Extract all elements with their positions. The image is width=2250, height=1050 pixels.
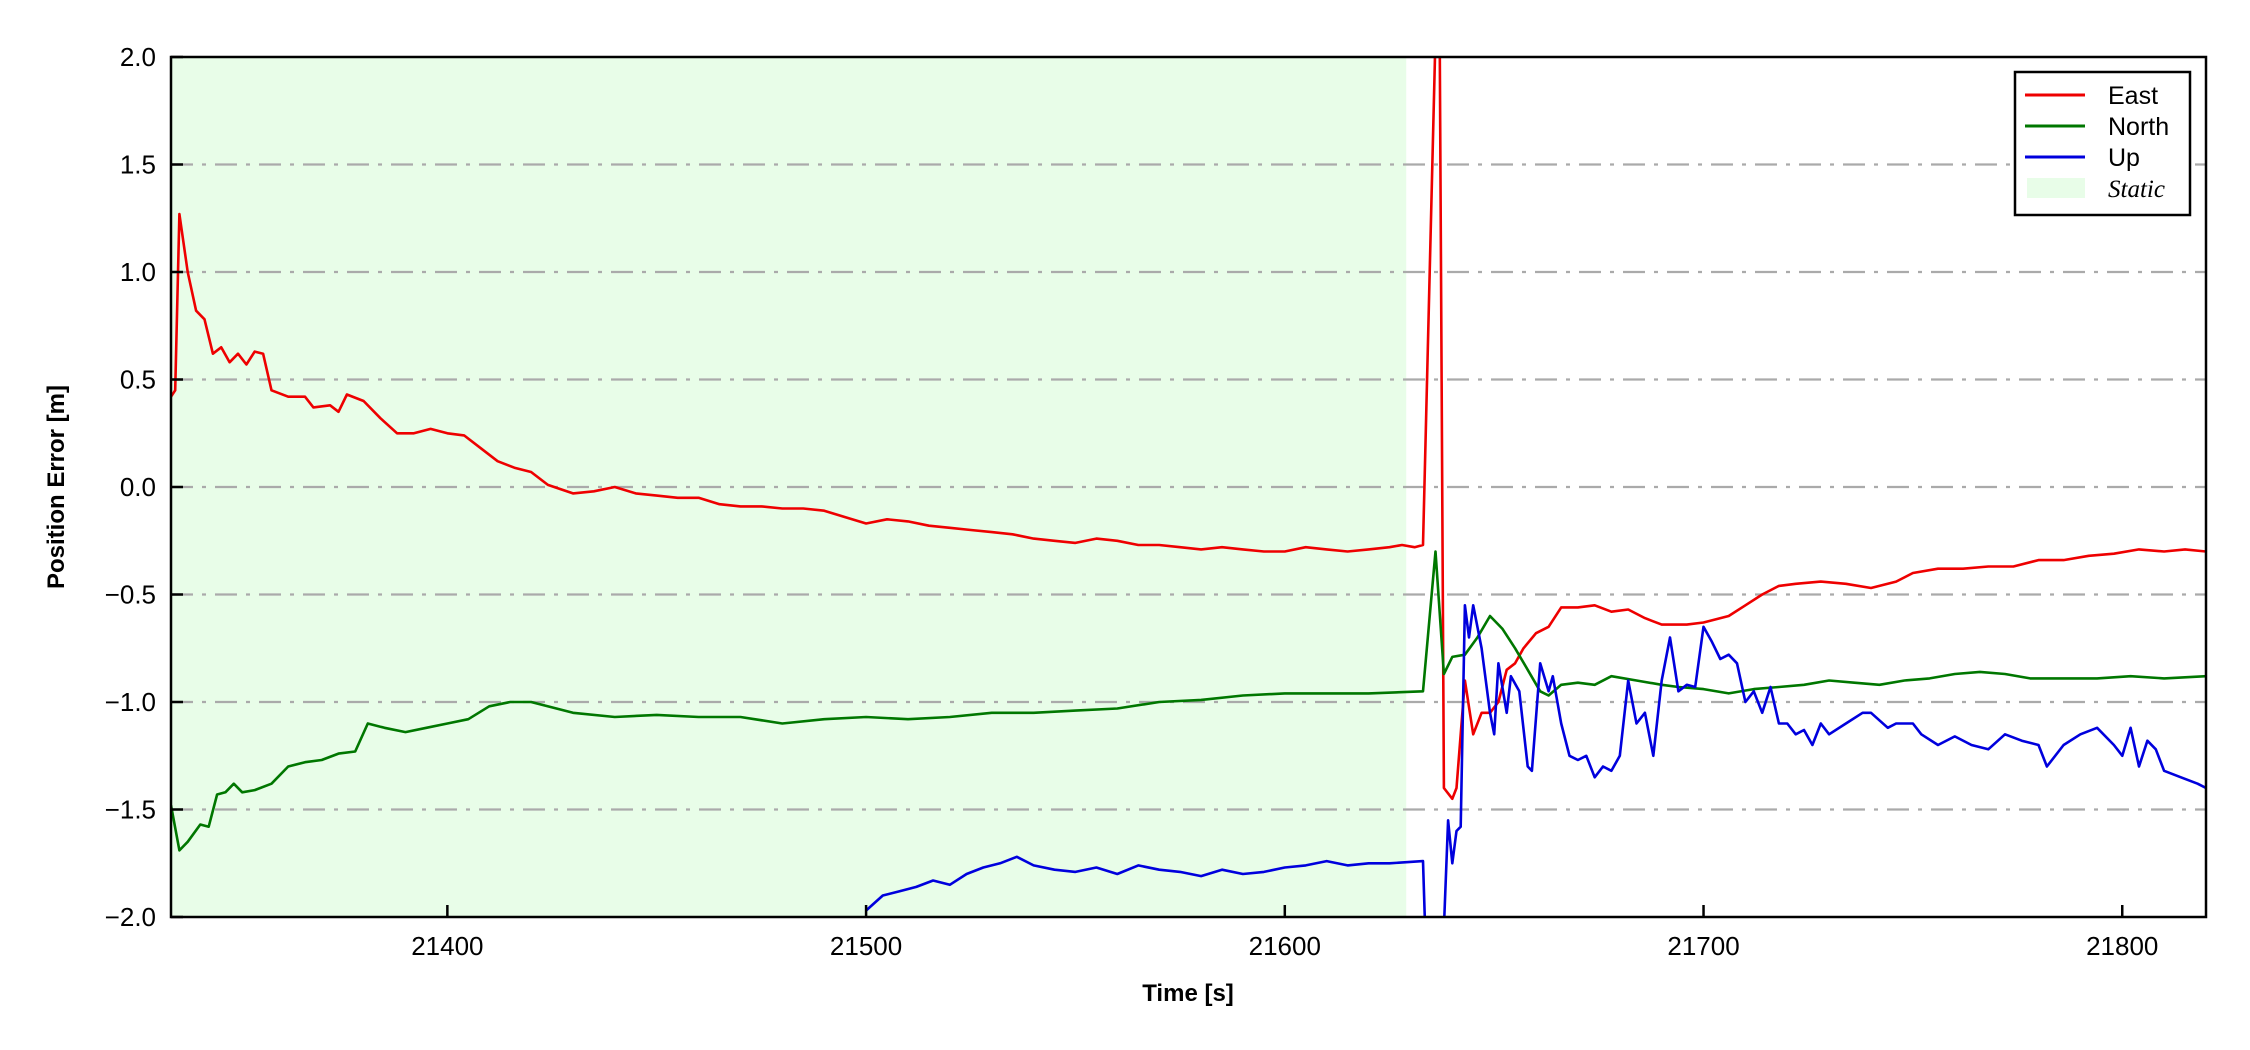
x-tick-label: 21500: [830, 931, 902, 961]
y-tick-label: 0.5: [120, 365, 156, 395]
legend: East North Up Static: [2013, 70, 2192, 217]
x-tick-label: 21700: [1667, 931, 1739, 961]
series-line-up: [865, 604, 2206, 917]
series-line-east: [171, 57, 2206, 801]
x-axis-label: Time [s]: [1142, 980, 1234, 1007]
y-tick-label: −1.5: [105, 795, 156, 825]
x-tick-label: 21600: [1249, 931, 1321, 961]
y-tick-label: 1.0: [120, 257, 156, 287]
series-line-north: [171, 550, 2206, 852]
x-tick-label: 21400: [411, 931, 483, 961]
y-tick-label: −2.0: [105, 902, 156, 932]
legend-label-north: North: [2108, 113, 2169, 141]
legend-label-static: Static: [2108, 176, 2165, 203]
x-tick-label: 21800: [2086, 931, 2158, 961]
y-tick-label: 0.0: [120, 472, 156, 502]
y-axis-label: Position Error [m]: [43, 385, 70, 589]
legend-label-up: Up: [2108, 144, 2140, 172]
y-tick-label: 1.5: [120, 150, 156, 180]
legend-label-east: East: [2108, 82, 2158, 110]
y-tick-label: 2.0: [120, 42, 156, 72]
legend-swatch-static: [2027, 178, 2085, 198]
y-tick-label: −0.5: [105, 580, 156, 610]
y-tick-label: −1.0: [105, 687, 156, 717]
